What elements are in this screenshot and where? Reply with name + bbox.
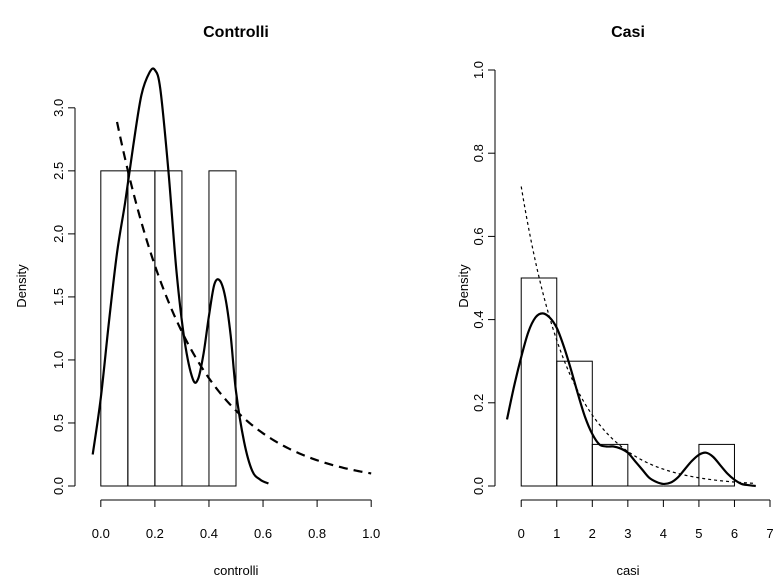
y-tick-label: 0.5 [51,414,66,432]
y-tick-label: 0.4 [471,311,486,329]
exponential-fit-line [115,121,372,475]
x-tick-label: 5 [695,526,702,541]
y-axis: 0.0 0.2 0.4 0.6 0.8 1.0 [471,61,496,495]
x-axis-label: casi [616,563,639,578]
y-tick-label: 2.0 [51,225,66,243]
histogram-bar [520,277,558,487]
x-axis: 0.0 0.2 0.4 0.6 0.8 1.0 [92,499,380,541]
histogram-bar [127,170,156,487]
y-tick-label: 0.0 [51,477,66,495]
x-tick-label: 6 [731,526,738,541]
x-tick-label: 0.0 [92,526,110,541]
x-tick-label: 2 [589,526,596,541]
histogram-bar [698,443,735,487]
x-tick-label: 4 [660,526,667,541]
x-tick-label: 0.6 [254,526,272,541]
histogram-bins [100,170,237,487]
x-tick-label: 0.8 [308,526,326,541]
y-tick-label: 1.0 [51,351,66,369]
histogram-bar [100,170,129,487]
histogram-bar [556,360,593,487]
y-axis: 0.0 0.5 1.0 1.5 2.0 2.5 3.0 [51,99,76,495]
x-axis-label: controlli [214,563,259,578]
chart-title: Controlli [203,24,269,41]
x-tick-label: 1.0 [362,526,380,541]
exponential-fit-line [520,186,756,485]
y-tick-label: 2.5 [51,162,66,180]
x-axis: 0 1 2 3 4 5 6 7 [518,499,774,541]
x-tick-label: 1 [553,526,560,541]
x-tick-label: 3 [624,526,631,541]
histogram-bar [208,170,237,487]
y-tick-label: 1.0 [471,61,486,79]
density-curve [505,312,756,488]
y-tick-label: 0.6 [471,227,486,245]
x-tick-label: 0.4 [200,526,218,541]
panel-controlli: Controlli controlli Density 0.0 0.2 0.4 0.6… [14,24,380,578]
x-tick-label: 0 [518,526,525,541]
histogram-bins [520,277,735,487]
y-tick-label: 0.2 [471,394,486,412]
density-curve [91,67,269,485]
chart-title: Casi [611,24,645,41]
histogram-bar [154,170,183,487]
y-tick-label: 1.5 [51,288,66,306]
y-tick-label: 3.0 [51,99,66,117]
y-axis-label: Density [456,264,471,308]
x-tick-label: 7 [766,526,773,541]
histogram-bar [591,443,629,487]
y-axis-label: Density [14,264,29,308]
y-tick-label: 0.0 [471,477,486,495]
y-tick-label: 0.8 [471,144,486,162]
x-tick-label: 0.2 [146,526,164,541]
